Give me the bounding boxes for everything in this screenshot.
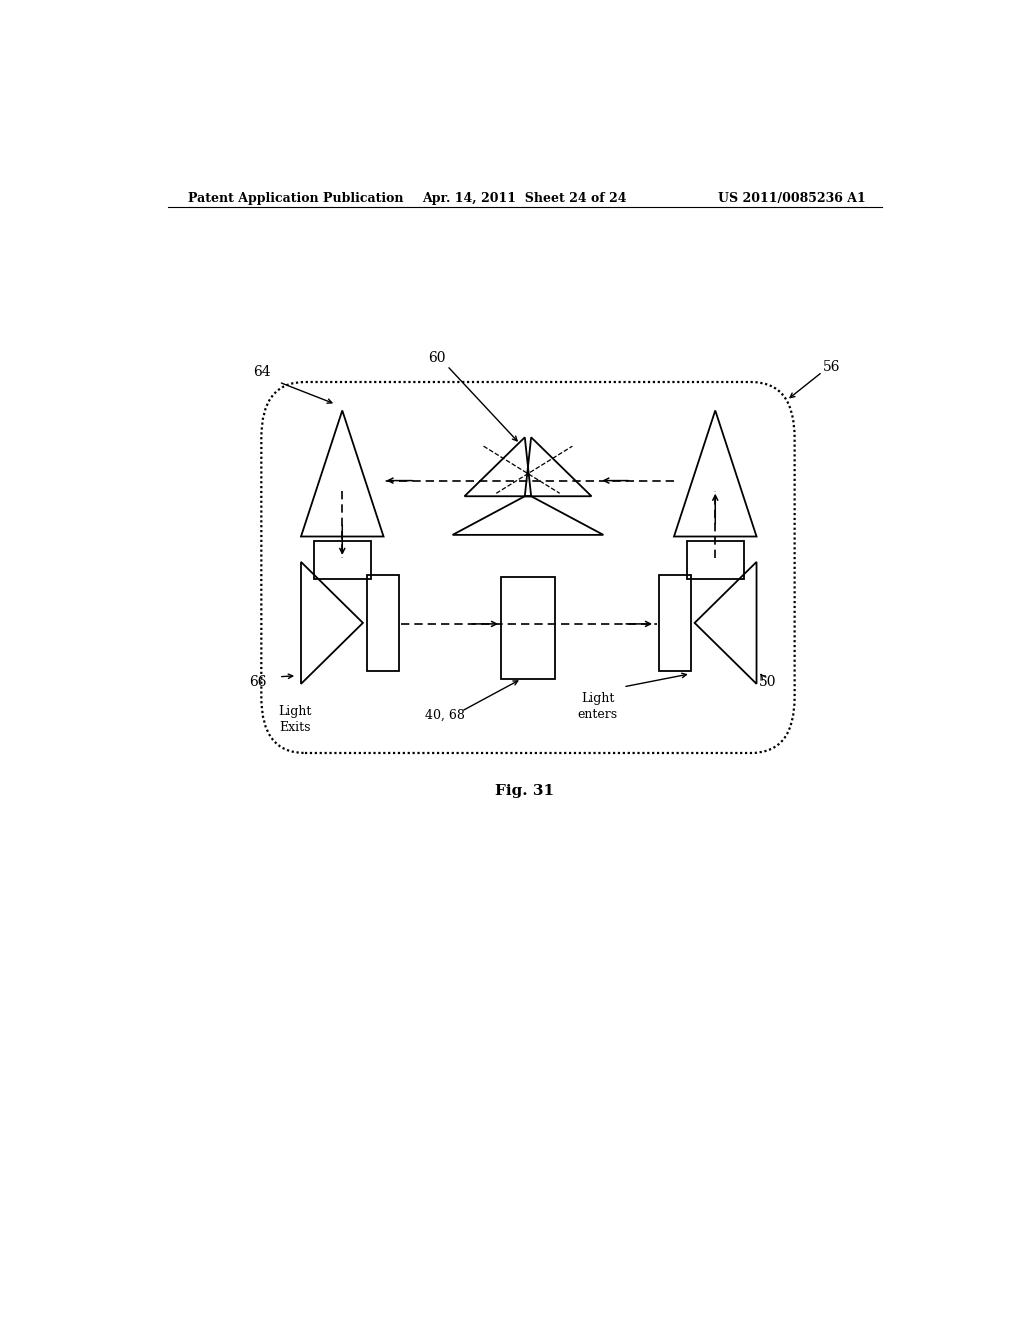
Text: 56: 56	[822, 360, 840, 374]
Text: Light
enters: Light enters	[578, 692, 617, 721]
Text: 50: 50	[759, 675, 776, 689]
Bar	[687, 541, 743, 579]
Text: 64: 64	[253, 364, 271, 379]
Bar	[658, 574, 690, 671]
Text: Fig. 31: Fig. 31	[496, 784, 554, 797]
Bar	[367, 574, 398, 671]
Text: US 2011/0085236 A1: US 2011/0085236 A1	[718, 191, 866, 205]
Text: 40, 68: 40, 68	[425, 709, 465, 722]
Bar	[501, 577, 555, 678]
Text: 60: 60	[428, 351, 445, 364]
Bar	[313, 541, 371, 579]
Text: Patent Application Publication: Patent Application Publication	[187, 191, 403, 205]
Text: Apr. 14, 2011  Sheet 24 of 24: Apr. 14, 2011 Sheet 24 of 24	[423, 191, 627, 205]
Text: Light
Exits: Light Exits	[278, 705, 311, 734]
Text: 66: 66	[249, 675, 266, 689]
